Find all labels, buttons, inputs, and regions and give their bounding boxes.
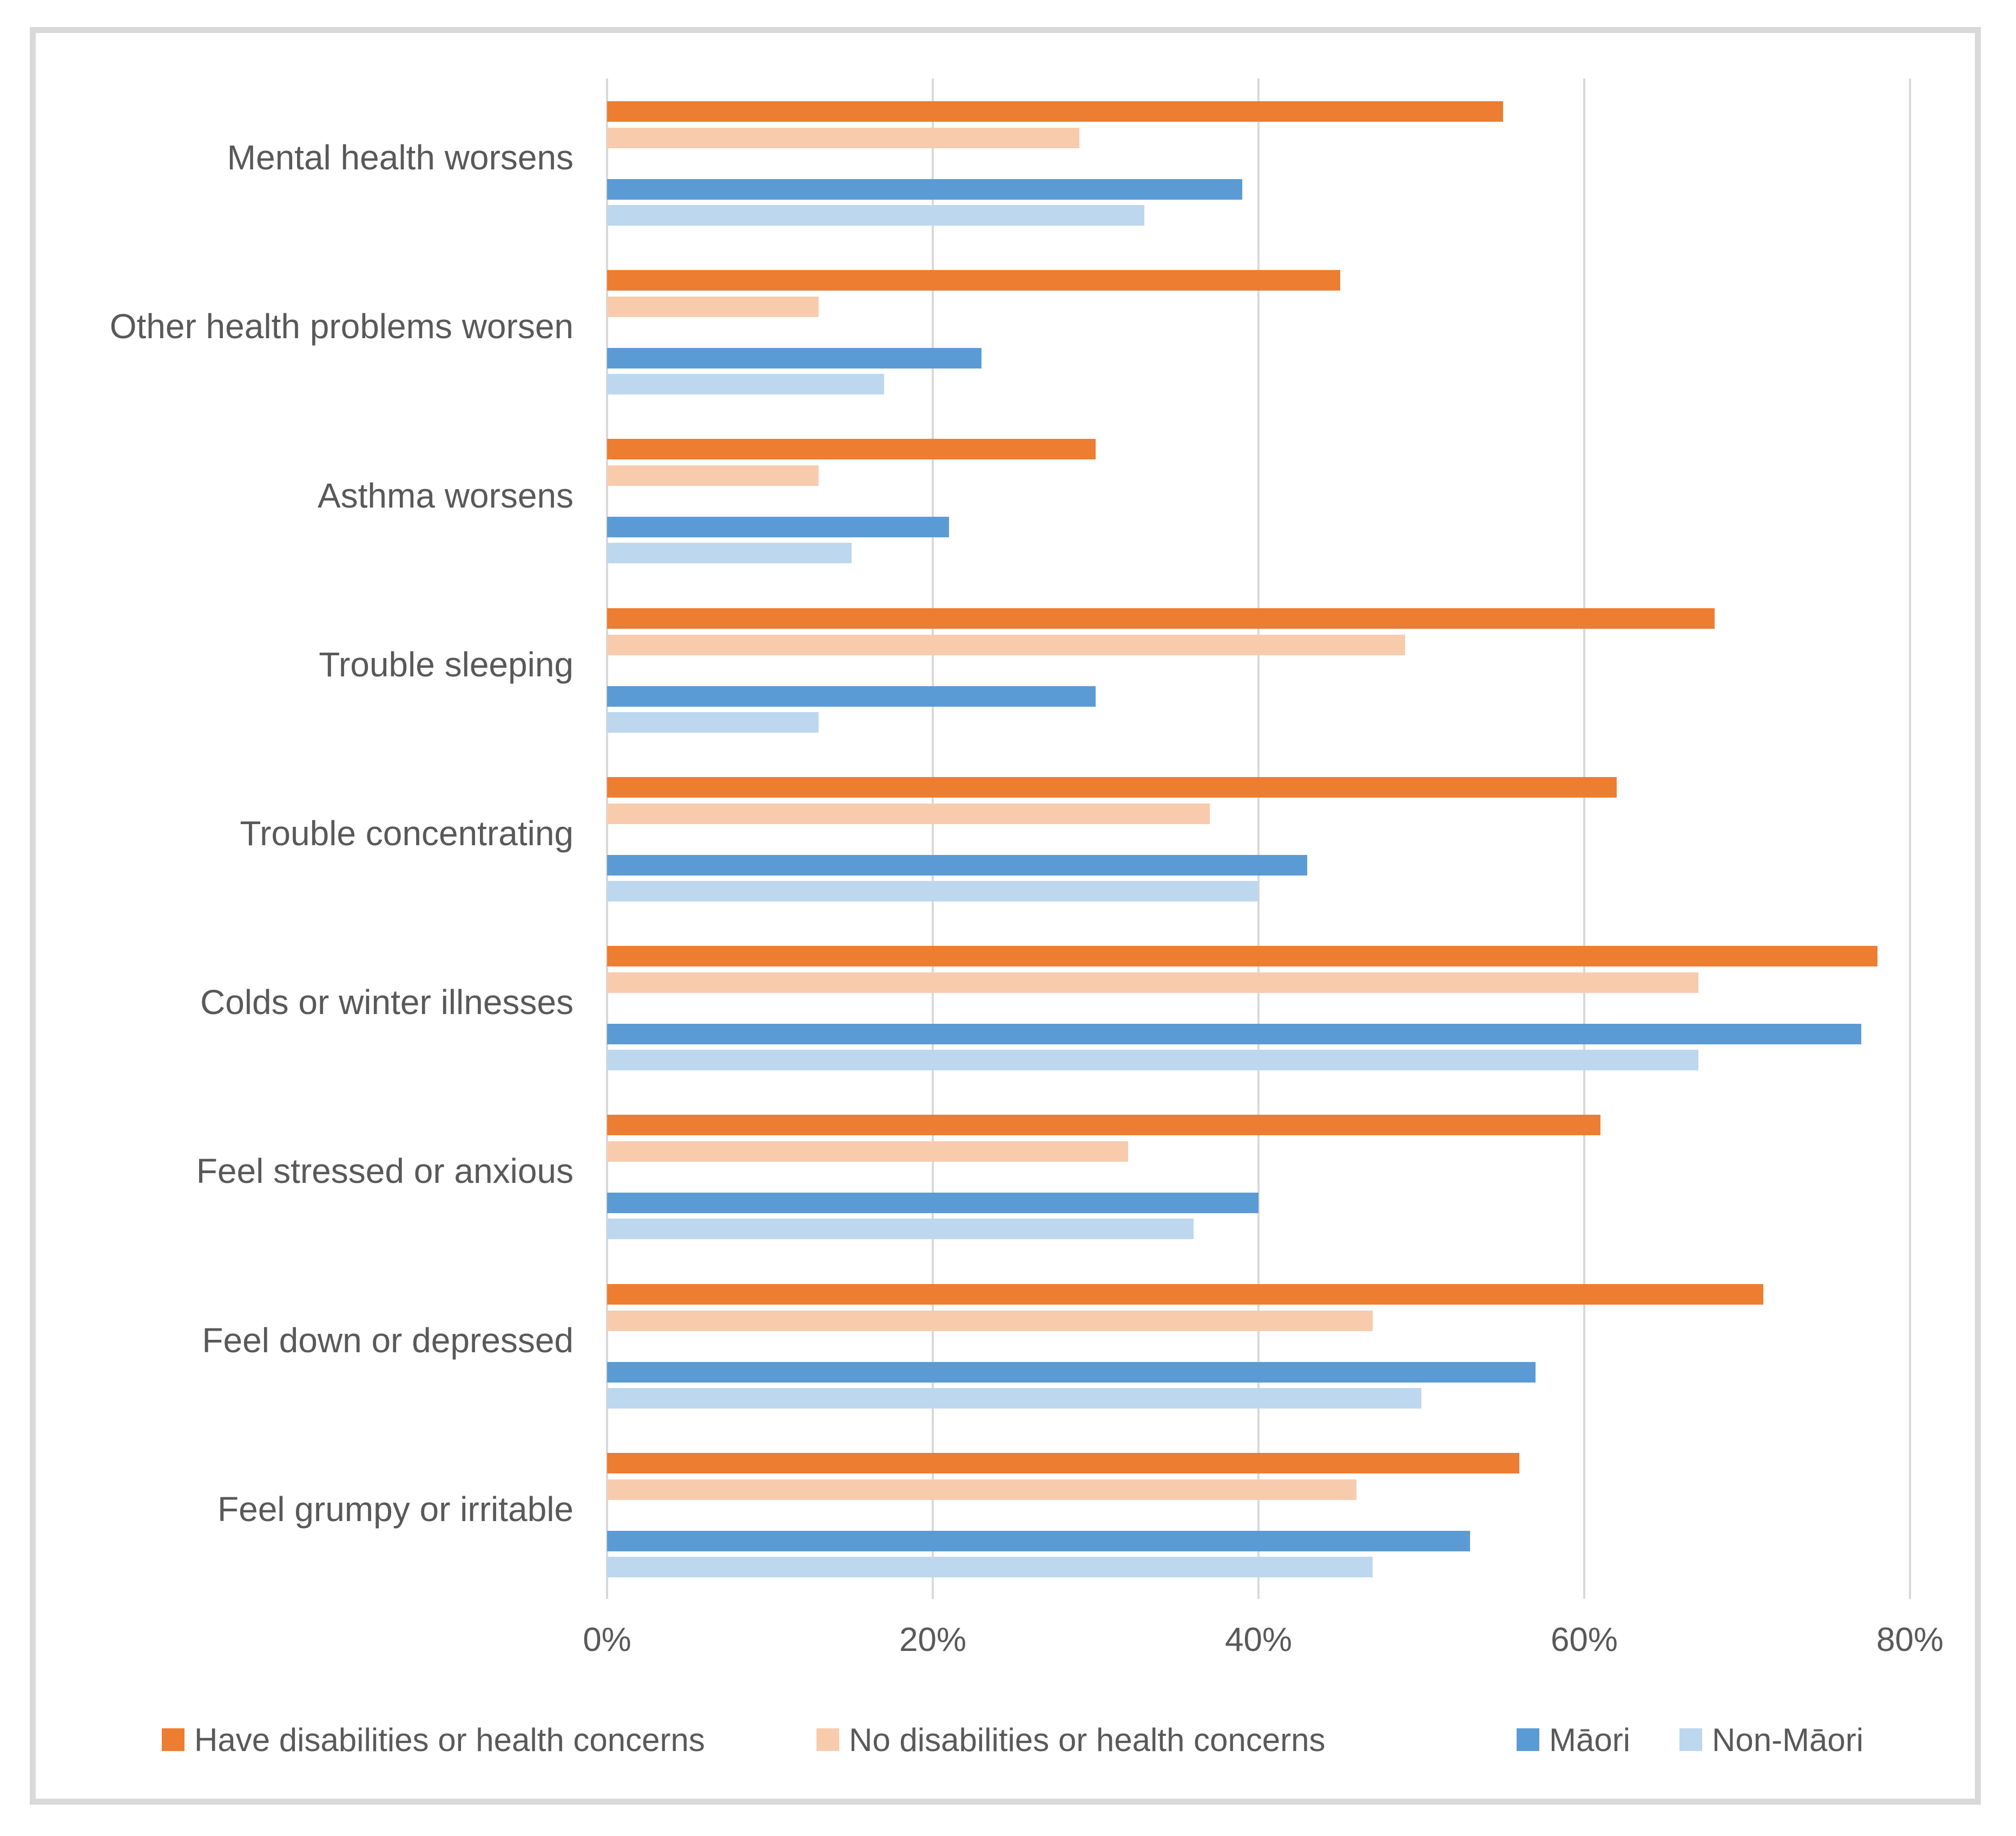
legend-swatch-icon [1517,1728,1539,1751]
bar [607,1193,1259,1214]
bar [607,1452,1519,1473]
legend-swatch-icon [816,1728,839,1751]
bar [607,1284,1764,1305]
bar [607,1530,1471,1551]
category-label: Mental health worsens [227,137,574,177]
bar [607,1050,1698,1071]
legend-item: Māori [1517,1721,1630,1759]
x-tick-label: 80% [1876,1621,1944,1659]
legend: Have disabilities or health concerns No d… [0,1721,2016,1759]
chart-frame [30,27,1981,1805]
legend-label: Non-Māori [1712,1721,1864,1758]
bar [607,128,1079,148]
x-tick-label: 40% [1224,1621,1293,1659]
bar [607,608,1715,629]
bar [607,270,1340,291]
category-row [607,1092,1910,1261]
category-row [607,247,1910,416]
bar [607,972,1698,993]
legend-label: Have disabilities or health concerns [194,1721,705,1758]
bar [607,1310,1373,1331]
category-label: Asthma worsens [317,476,574,515]
bar [607,439,1096,460]
bar [607,1115,1601,1136]
legend-label: Māori [1549,1721,1631,1758]
plot-area [606,78,1911,1599]
bar [607,517,950,538]
bar [607,1024,1861,1045]
bar [607,205,1145,226]
bar [607,374,884,395]
x-tick-label: 60% [1550,1621,1618,1659]
x-tick-label: 20% [899,1621,967,1659]
category-label: Feel grumpy or irritable [218,1489,574,1529]
bar [607,1219,1194,1240]
category-row [607,1261,1910,1430]
gridline-0% [606,78,608,1599]
category-label: Trouble sleeping [319,644,574,684]
legend-item: Have disabilities or health concerns [162,1721,705,1759]
gridline-80% [1909,78,1911,1599]
category-row [607,1430,1910,1599]
legend-item: Non-Māori [1679,1721,1863,1759]
bar [607,803,1210,824]
bar [607,776,1617,798]
category-label: Trouble concentrating [240,813,574,853]
bar [607,686,1096,707]
legend-item: No disabilities or health concerns [816,1721,1325,1759]
legend-swatch-icon [162,1728,185,1751]
category-label: Colds or winter illnesses [200,983,574,1022]
bar [607,543,852,564]
bar [607,946,1877,967]
bar [607,1479,1356,1500]
category-row [607,78,1910,247]
bar [607,880,1259,901]
category-label: Feel stressed or anxious [196,1151,574,1191]
bar [607,854,1308,876]
bar [607,1387,1421,1409]
category-label: Feel down or depressed [202,1320,574,1360]
category-row [607,585,1910,754]
category-row [607,923,1910,1092]
bar [607,1361,1536,1383]
legend-label: No disabilities or health concerns [849,1721,1326,1758]
bar [607,297,819,318]
bar [607,634,1405,655]
category-row [607,416,1910,585]
category-label: Other health problems worsen [109,307,574,346]
bar [607,1556,1373,1577]
gridline-40% [1257,78,1260,1599]
category-row [607,754,1910,923]
bar [607,712,819,733]
bar [607,101,1503,122]
gridline-20% [932,78,934,1599]
legend-swatch-icon [1679,1728,1702,1751]
bar [607,1141,1129,1162]
gridline-60% [1583,78,1585,1599]
bar [607,465,819,486]
bar [607,348,982,369]
bar [607,179,1242,200]
x-tick-label: 0% [583,1621,631,1659]
